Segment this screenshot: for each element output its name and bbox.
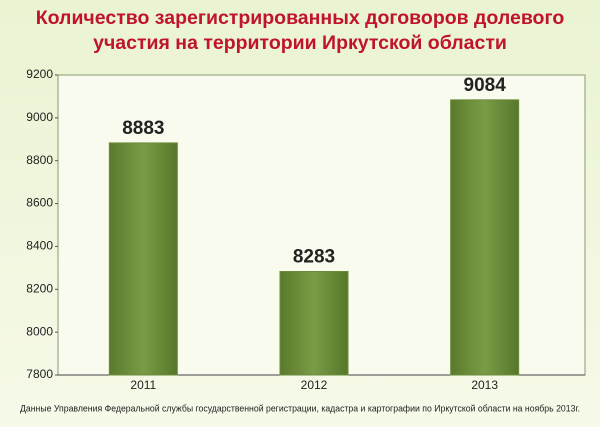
x-tick-label: 2013 [471, 378, 498, 392]
y-tick-label: 7800 [26, 367, 53, 381]
chart-title: Количество зарегистрированных договоров … [35, 7, 565, 54]
y-tick-label: 8000 [26, 324, 53, 338]
x-tick-label: 2012 [301, 378, 328, 392]
bar [108, 142, 178, 376]
y-tick-label: 8400 [26, 239, 53, 253]
y-tick-label: 9000 [26, 110, 53, 124]
y-tick-label: 8200 [26, 281, 53, 295]
bar [450, 99, 520, 376]
value-label: 8883 [122, 118, 164, 139]
y-tick-label: 8600 [26, 196, 53, 210]
value-label: 8283 [293, 247, 335, 268]
y-tick-label: 9200 [26, 67, 53, 81]
bar [279, 271, 349, 376]
source-note: Данные Управления Федеральной службы гос… [20, 404, 580, 415]
value-label: 9084 [464, 75, 507, 96]
y-tick-label: 8800 [26, 153, 53, 167]
x-tick-label: 2011 [130, 378, 156, 392]
